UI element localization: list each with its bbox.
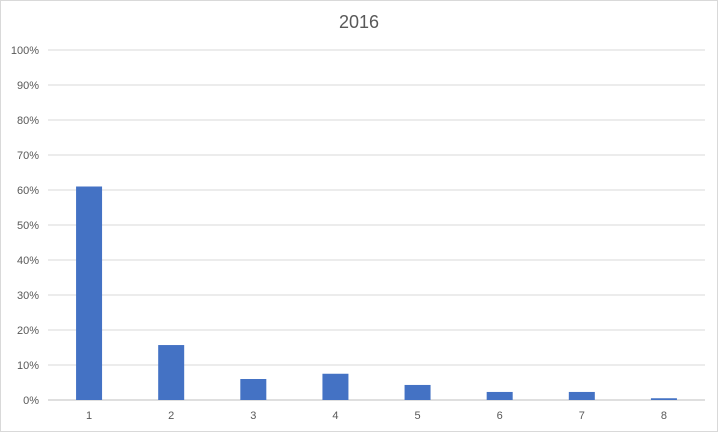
x-tick-label: 1 [86, 410, 92, 422]
x-tick-label: 4 [332, 410, 338, 422]
chart-title: 2016 [338, 12, 380, 32]
y-tick-label: 70% [17, 150, 39, 162]
x-tick-label: 6 [497, 410, 503, 422]
x-tick-label: 2 [168, 410, 174, 422]
y-tick-label: 40% [17, 255, 39, 267]
x-tick-label: 5 [415, 410, 421, 422]
y-tick-label: 60% [17, 185, 39, 197]
y-tick-label: 50% [17, 220, 39, 232]
y-tick-label: 20% [17, 325, 39, 337]
x-tick-label: 3 [250, 410, 256, 422]
y-tick-label: 80% [17, 115, 39, 127]
bar-2 [158, 345, 185, 400]
bar-6 [486, 391, 513, 400]
bar-7 [568, 391, 595, 400]
y-tick-label: 0% [23, 395, 39, 407]
y-tick-label: 10% [17, 360, 39, 372]
bar-4 [322, 373, 349, 400]
y-tick-label: 100% [11, 45, 39, 57]
bar-5 [404, 384, 431, 400]
bar-8 [650, 398, 677, 400]
x-tick-label: 7 [579, 410, 585, 422]
x-tick-label: 8 [661, 410, 667, 422]
y-tick-label: 30% [17, 290, 39, 302]
bar-1 [76, 186, 103, 400]
bar-3 [240, 379, 267, 400]
y-tick-label: 90% [17, 80, 39, 92]
